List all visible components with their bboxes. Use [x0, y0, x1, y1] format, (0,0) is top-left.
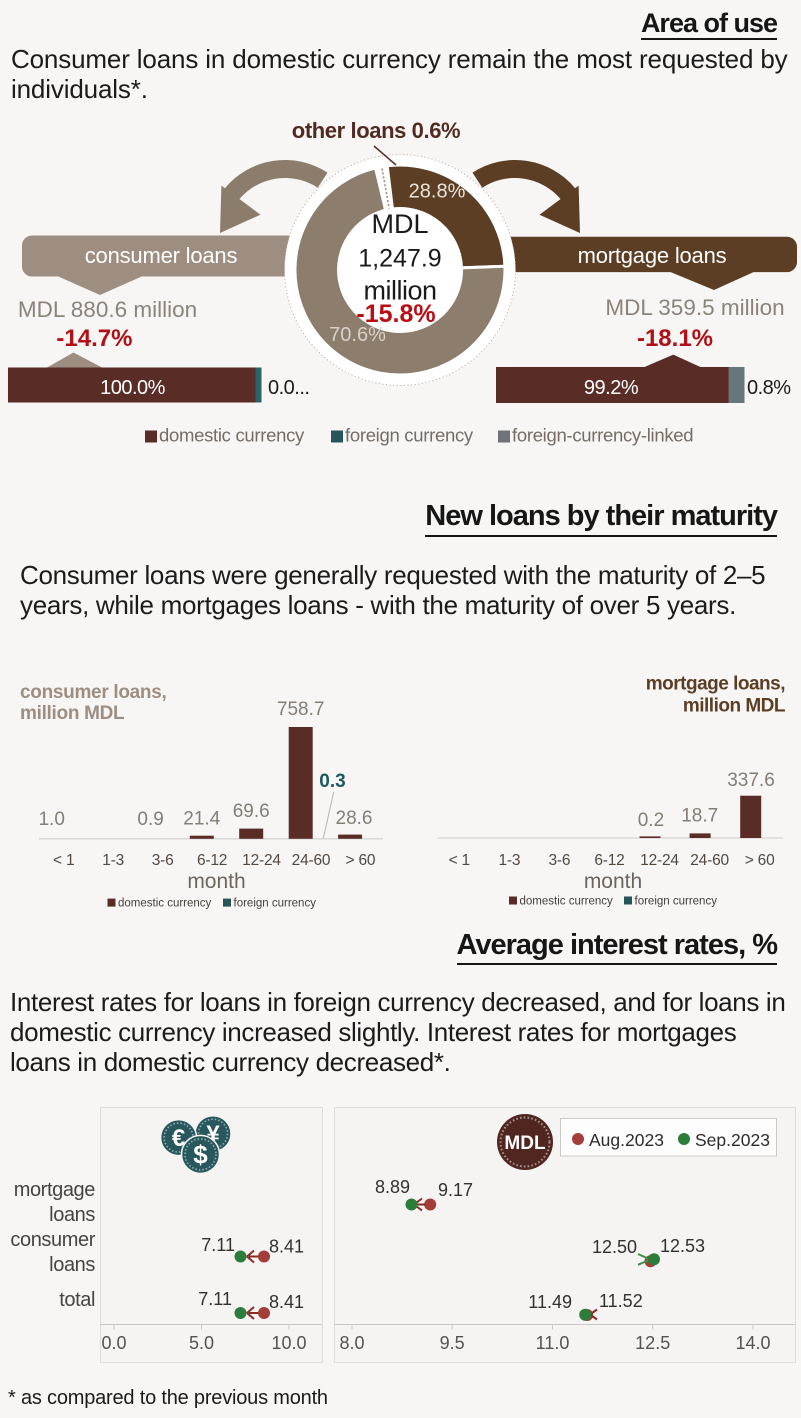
- svg-text:24-60: 24-60: [292, 852, 331, 869]
- svg-text:0.3: 0.3: [319, 771, 345, 792]
- svg-text:foreign currency: foreign currency: [234, 898, 317, 910]
- svg-text:14.0: 14.0: [735, 1333, 770, 1353]
- svg-text:mortgage loans: mortgage loans: [578, 243, 727, 268]
- svg-text:12-24: 12-24: [242, 852, 281, 869]
- svg-text:foreign currency: foreign currency: [635, 895, 718, 907]
- svg-text:$: $: [193, 1140, 208, 1170]
- svg-text:12.53: 12.53: [660, 1236, 705, 1256]
- svg-text:28.8%: 28.8%: [409, 181, 466, 203]
- svg-text:-18.1%: -18.1%: [637, 325, 713, 352]
- svg-text:month: month: [584, 870, 642, 893]
- svg-text:1,247.9: 1,247.9: [358, 245, 441, 273]
- svg-text:0.8%: 0.8%: [747, 377, 791, 399]
- svg-text:MDL: MDL: [504, 1133, 546, 1154]
- svg-text:24-60: 24-60: [690, 852, 729, 869]
- svg-text:total: total: [59, 1289, 95, 1311]
- svg-text:28.6: 28.6: [336, 808, 373, 829]
- svg-text:758.7: 758.7: [277, 699, 325, 720]
- svg-text:million MDL: million MDL: [20, 703, 125, 724]
- svg-text:< 1: < 1: [53, 852, 74, 869]
- svg-text:99.2%: 99.2%: [584, 377, 639, 399]
- svg-text:8.89: 8.89: [375, 1177, 410, 1197]
- svg-text:18.7: 18.7: [681, 806, 718, 827]
- svg-text:Aug.2023: Aug.2023: [589, 1130, 664, 1150]
- svg-text:1-3: 1-3: [102, 852, 124, 869]
- svg-text:consumer loans: consumer loans: [85, 243, 238, 268]
- svg-text:> 60: > 60: [745, 852, 775, 869]
- svg-text:domestic currency: domestic currency: [118, 898, 212, 910]
- svg-text:1.0: 1.0: [38, 809, 64, 830]
- svg-text:3-6: 3-6: [548, 852, 570, 869]
- svg-text:0.9: 0.9: [137, 809, 163, 830]
- svg-text:domestic currency: domestic currency: [520, 895, 614, 907]
- svg-text:6-12: 6-12: [594, 852, 624, 869]
- svg-text:7.11: 7.11: [201, 1235, 235, 1255]
- svg-text:3-6: 3-6: [152, 852, 174, 869]
- svg-text:100.0%: 100.0%: [100, 377, 166, 399]
- svg-text:-15.8%: -15.8%: [356, 300, 435, 328]
- svg-text:foreign currency: foreign currency: [345, 425, 474, 446]
- svg-text:loans: loans: [49, 1254, 95, 1276]
- svg-text:foreign-currency-linked: foreign-currency-linked: [512, 425, 693, 446]
- svg-text:mortgage loans,: mortgage loans,: [646, 674, 785, 695]
- svg-text:million: million: [363, 276, 436, 306]
- svg-text:loans: loans: [49, 1204, 95, 1226]
- svg-text:12.50: 12.50: [592, 1237, 637, 1257]
- svg-text:Sep.2023: Sep.2023: [695, 1130, 770, 1150]
- svg-text:8.0: 8.0: [339, 1333, 364, 1353]
- svg-text:9.17: 9.17: [438, 1180, 473, 1200]
- svg-text:month: month: [187, 870, 245, 893]
- svg-text:70.6%: 70.6%: [329, 324, 386, 346]
- svg-text:> 60: > 60: [345, 852, 375, 869]
- svg-text:11.52: 11.52: [599, 1291, 643, 1311]
- svg-text:0.0...: 0.0...: [268, 377, 309, 399]
- svg-text:7.11: 7.11: [198, 1289, 232, 1309]
- svg-text:12-24: 12-24: [640, 852, 679, 869]
- svg-text:69.6: 69.6: [233, 801, 270, 822]
- svg-text:5.0: 5.0: [189, 1333, 214, 1353]
- svg-text:consumer: consumer: [10, 1229, 95, 1251]
- svg-text:0.0: 0.0: [101, 1333, 126, 1353]
- svg-text:< 1: < 1: [449, 852, 470, 869]
- svg-text:0.2: 0.2: [638, 810, 664, 831]
- svg-text:1-3: 1-3: [498, 852, 520, 869]
- svg-text:11.0: 11.0: [536, 1333, 570, 1353]
- svg-text:10.0: 10.0: [271, 1333, 306, 1353]
- svg-text:consumer loans,: consumer loans,: [20, 682, 167, 703]
- svg-text:€: €: [172, 1125, 185, 1152]
- svg-text:million MDL: million MDL: [683, 696, 786, 717]
- svg-text:337.6: 337.6: [727, 770, 775, 791]
- svg-text:8.41: 8.41: [269, 1292, 304, 1312]
- svg-text:12.5: 12.5: [635, 1333, 670, 1353]
- svg-text:8.41: 8.41: [269, 1237, 304, 1257]
- svg-text:MDL 880.6 million: MDL 880.6 million: [18, 297, 197, 322]
- svg-text:11.49: 11.49: [528, 1292, 572, 1312]
- svg-text:mortgage: mortgage: [14, 1179, 96, 1201]
- svg-text:9.5: 9.5: [440, 1333, 465, 1353]
- svg-text:MDL 359.5 million: MDL 359.5 million: [605, 295, 784, 320]
- svg-text:6-12: 6-12: [197, 852, 227, 869]
- svg-text:21.4: 21.4: [183, 809, 220, 830]
- svg-text:domestic currency: domestic currency: [159, 425, 305, 446]
- svg-text:MDL: MDL: [371, 209, 428, 239]
- svg-text:-14.7%: -14.7%: [56, 325, 132, 352]
- svg-text:other loans 0.6%: other loans 0.6%: [292, 118, 460, 143]
